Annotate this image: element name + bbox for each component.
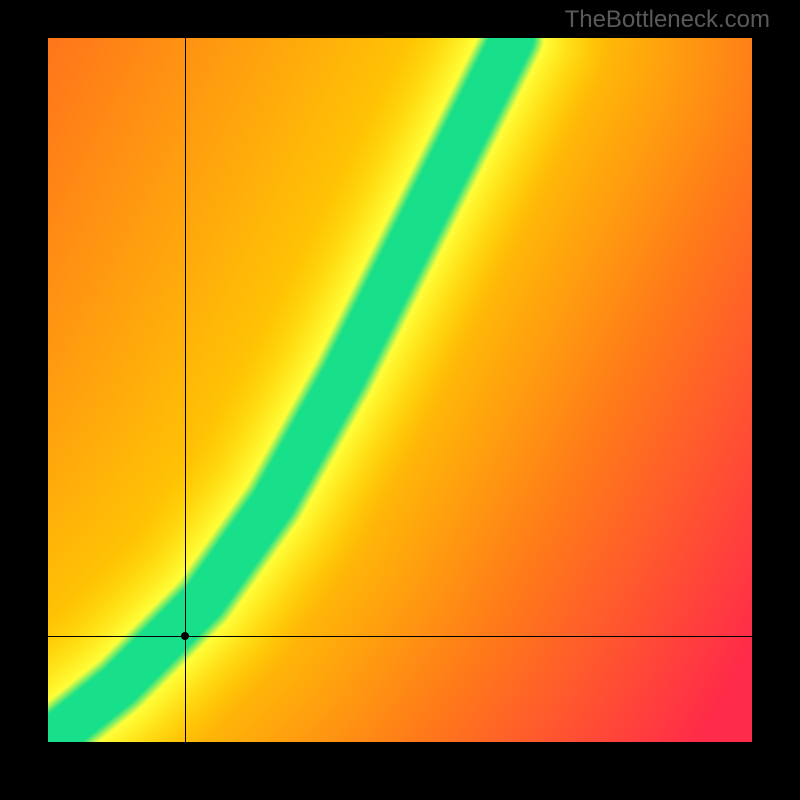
chart-frame: TheBottleneck.com [0, 0, 800, 800]
plot-area [48, 38, 752, 742]
crosshair-horizontal [48, 636, 752, 637]
watermark-text: TheBottleneck.com [565, 6, 770, 34]
crosshair-marker [181, 632, 189, 640]
